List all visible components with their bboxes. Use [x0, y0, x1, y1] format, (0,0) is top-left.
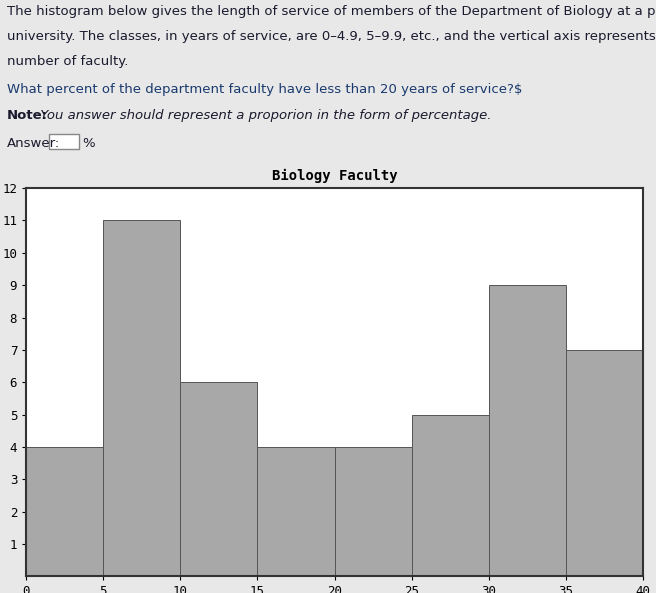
Text: The histogram below gives the length of service of members of the Department of : The histogram below gives the length of …: [7, 5, 656, 18]
Text: %: %: [82, 137, 94, 150]
Text: university. The classes, in years of service, are 0–4.9, 5–9.9, etc., and the ve: university. The classes, in years of ser…: [7, 30, 656, 43]
Text: Note:: Note:: [7, 109, 48, 122]
Text: number of faculty.: number of faculty.: [7, 55, 128, 68]
FancyBboxPatch shape: [49, 134, 79, 149]
Text: What percent of the department faculty have less than 20 years of service?$: What percent of the department faculty h…: [7, 82, 522, 95]
Text: Answer:: Answer:: [7, 137, 60, 150]
Text: You answer should represent a proporion in the form of percentage.: You answer should represent a proporion …: [36, 109, 491, 122]
